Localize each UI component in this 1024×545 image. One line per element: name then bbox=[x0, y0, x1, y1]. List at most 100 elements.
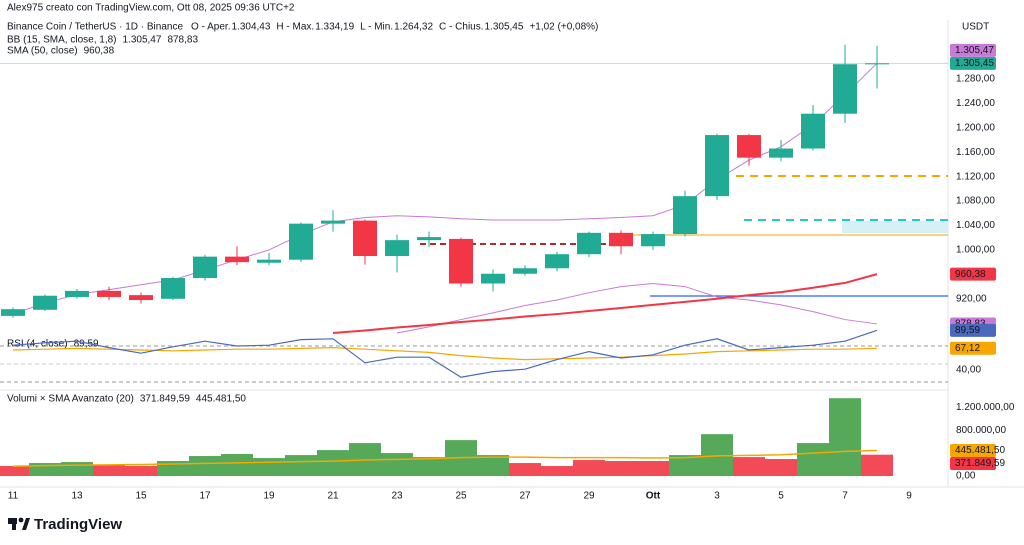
price-tag bbox=[950, 456, 996, 470]
candle-body bbox=[545, 254, 569, 269]
volume-bar bbox=[605, 461, 637, 476]
volume-bar bbox=[93, 465, 125, 476]
candle-body bbox=[609, 232, 633, 247]
x-tick-label: 7 bbox=[842, 491, 848, 502]
indicator-line bbox=[12, 449, 878, 468]
volume-bar bbox=[0, 466, 29, 476]
x-tick-label: 15 bbox=[135, 491, 147, 502]
candle-body bbox=[65, 290, 89, 297]
candle-body bbox=[225, 256, 249, 263]
legend-text: SMA (50, close) bbox=[7, 46, 78, 57]
candle-body bbox=[481, 273, 505, 284]
x-tick-label: 25 bbox=[455, 491, 467, 502]
legend-text: 1.304,43 bbox=[231, 22, 270, 33]
x-tick-label: 17 bbox=[199, 491, 211, 502]
y-tick-label: 1.040,00 bbox=[956, 220, 995, 231]
legend-text: L - Min. bbox=[360, 22, 393, 33]
author-note: Alex975 creato con TradingView.com, Ott … bbox=[7, 3, 295, 14]
x-tick-label: 21 bbox=[327, 491, 339, 502]
candle-body bbox=[705, 135, 729, 197]
x-tick-label: 29 bbox=[583, 491, 595, 502]
legend-text: 1.334,19 bbox=[315, 22, 354, 33]
price-tag-label: 1.305,45 bbox=[955, 58, 994, 69]
y-tick-label: 1.200,00 bbox=[956, 122, 995, 133]
volume-bar bbox=[797, 443, 829, 476]
price-tag-label: 89,59 bbox=[955, 325, 980, 336]
x-tick-label: 3 bbox=[714, 491, 720, 502]
volume-bar bbox=[861, 454, 893, 476]
y-tick-label: 920,00 bbox=[956, 293, 987, 304]
volume-bar bbox=[829, 398, 861, 476]
legend-text: +1,02 (+0,08%) bbox=[529, 22, 598, 33]
price-tag bbox=[950, 43, 996, 57]
price-tag-label: 445.481,50 bbox=[955, 445, 1005, 456]
legend-text: 445.481,50 bbox=[196, 394, 246, 405]
price-tag-label: 371.849,59 bbox=[955, 458, 1005, 469]
volume-bar bbox=[221, 454, 253, 476]
candle-body bbox=[385, 240, 409, 257]
volume-bar bbox=[637, 461, 669, 476]
candle-body bbox=[577, 232, 601, 255]
x-tick-label: 5 bbox=[778, 491, 784, 502]
price-tag-label: 960,38 bbox=[955, 269, 986, 280]
candle-body bbox=[513, 268, 537, 274]
indicator-line bbox=[12, 329, 878, 378]
legend-text: BB (15, SMA, close, 1,8) bbox=[7, 35, 117, 46]
y-tick-label: 1.080,00 bbox=[956, 196, 995, 207]
volume-bar bbox=[541, 466, 573, 476]
legend-text: 1.264,32 bbox=[394, 22, 433, 33]
legend-text: Binance Coin / TetherUS · 1D · Binance bbox=[7, 22, 183, 33]
volume-bar bbox=[509, 463, 541, 476]
candle-body bbox=[417, 237, 441, 241]
candle-body bbox=[769, 148, 793, 158]
volume-bar bbox=[477, 455, 509, 476]
volume-bar bbox=[317, 450, 349, 476]
x-tick-label: 23 bbox=[391, 491, 403, 502]
y-tick-label: 0,00 bbox=[956, 471, 976, 482]
x-tick-label: 19 bbox=[263, 491, 275, 502]
volume-bar bbox=[125, 466, 157, 476]
x-tick-label: 9 bbox=[906, 491, 912, 502]
y-tick-label: 1.280,00 bbox=[956, 74, 995, 85]
legend-text: 89,59 bbox=[74, 339, 99, 350]
logo: TradingView bbox=[8, 516, 122, 533]
volume-bar bbox=[733, 457, 765, 476]
x-tick-label: 27 bbox=[519, 491, 531, 502]
x-tick-label: 13 bbox=[71, 491, 83, 502]
candle-body bbox=[353, 220, 377, 257]
candle-body bbox=[129, 295, 153, 301]
volume-bar bbox=[381, 453, 413, 476]
volume-bar bbox=[61, 462, 93, 476]
indicator-line bbox=[12, 62, 878, 315]
legend-text: Volumi × SMA Avanzato (20) bbox=[7, 394, 134, 405]
y-tick-label: 40,00 bbox=[956, 365, 981, 376]
price-tag bbox=[950, 267, 996, 281]
volume-bar bbox=[253, 458, 285, 476]
candle-body bbox=[673, 196, 697, 235]
candle-body bbox=[1, 309, 25, 316]
x-tick-label: Ott bbox=[646, 491, 661, 502]
price-tag bbox=[950, 323, 996, 337]
logo-text: TradingView bbox=[34, 516, 122, 533]
candle-body bbox=[801, 113, 825, 149]
volume-bar bbox=[573, 460, 605, 476]
x-tick-label: 11 bbox=[8, 491, 19, 502]
legend-text: 1.305,47 bbox=[123, 35, 162, 46]
candle-body bbox=[833, 64, 857, 114]
indicator-line bbox=[396, 283, 878, 334]
legend-text: C - Chius. bbox=[439, 22, 483, 33]
legend-text: O - Aper. bbox=[191, 22, 230, 33]
legend-text: H - Max. bbox=[276, 22, 314, 33]
y-tick-label: 1.240,00 bbox=[956, 98, 995, 109]
candle-body bbox=[193, 256, 217, 279]
legend-text: RSI (4, close) bbox=[7, 339, 68, 350]
candle-body bbox=[33, 295, 57, 310]
legend-text: 1.305,45 bbox=[485, 22, 524, 33]
logo-icon bbox=[18, 517, 24, 523]
y-tick-label: 1.120,00 bbox=[956, 171, 995, 182]
logo-icon bbox=[12, 518, 16, 530]
indicator-line bbox=[332, 273, 878, 334]
candle-body bbox=[641, 234, 665, 247]
price-tag bbox=[950, 443, 996, 457]
volume-bar bbox=[285, 455, 317, 476]
